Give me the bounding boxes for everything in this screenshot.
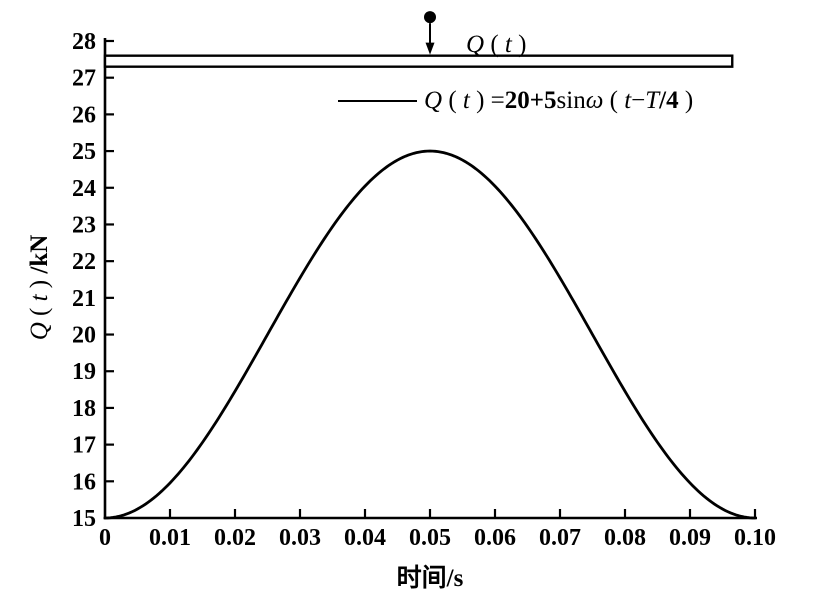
ylabel-unit: /kN xyxy=(26,234,53,274)
y-tick-label: 15 xyxy=(72,506,96,532)
load-label-t: t xyxy=(504,31,512,58)
legend-lparen2: ( xyxy=(603,87,625,114)
x-tick-label: 0.09 xyxy=(669,525,711,551)
x-tick-label: 0.06 xyxy=(474,525,516,551)
x-tick-label: 0.10 xyxy=(734,525,776,551)
legend-frac: /4 xyxy=(659,87,679,114)
load-curve xyxy=(103,149,757,520)
x-tick-label: 0.04 xyxy=(344,525,386,551)
load-point-dot xyxy=(424,11,436,24)
load-label-lparen: ( xyxy=(484,31,505,58)
y-tick-label: 20 xyxy=(72,323,96,349)
y-tick-label: 27 xyxy=(72,66,96,92)
legend-t1: t xyxy=(462,87,470,114)
ylabel-q: Q xyxy=(26,322,53,341)
y-axis-label: Q ( t ) /kN xyxy=(0,235,82,366)
load-label-rparen: ) xyxy=(511,31,527,58)
x-tick-label: 0.07 xyxy=(539,525,581,551)
y-tick-label: 18 xyxy=(72,396,96,422)
y-tick-label: 23 xyxy=(72,212,96,238)
legend-rparen2: ) xyxy=(678,87,694,114)
y-tick-label: 21 xyxy=(72,286,96,312)
y-tick-label: 19 xyxy=(72,359,96,385)
x-tick-label: 0.03 xyxy=(279,525,321,551)
x-tick-label: 0.08 xyxy=(604,525,646,551)
y-tick-label: 16 xyxy=(72,469,96,495)
y-tick-label: 25 xyxy=(72,139,96,165)
y-tick-label: 28 xyxy=(72,29,96,55)
beam-rect xyxy=(103,54,734,68)
ylabel-t: t xyxy=(26,294,53,302)
x-tick-label: 0.01 xyxy=(149,525,191,551)
load-arrow-head xyxy=(425,42,435,55)
legend-label: Q ( t ) =20+5sinω ( t−T/4 ) xyxy=(424,86,693,116)
ylabel-lparen: ( xyxy=(26,301,53,323)
legend-coef: 20+5 xyxy=(504,87,557,114)
y-tick-label: 22 xyxy=(72,249,96,275)
legend-t2: t xyxy=(624,87,632,114)
y-tick-label: 24 xyxy=(72,176,96,202)
x-tick-label: 0.05 xyxy=(409,525,451,551)
legend-minus: − xyxy=(631,87,646,114)
x-tick-label: 0 xyxy=(99,525,111,551)
y-tick-label: 26 xyxy=(72,102,96,128)
legend-rparen1-eq: ) = xyxy=(469,87,505,114)
legend: Q ( t ) =20+5sinω ( t−T/4 ) xyxy=(338,86,693,116)
legend-sin: sin xyxy=(556,87,586,114)
y-tick-label: 17 xyxy=(72,433,96,459)
legend-lparen1: ( xyxy=(442,87,463,114)
ylabel-rparen: ) xyxy=(26,273,53,295)
x-tick-label: 0.02 xyxy=(214,525,256,551)
legend-line-sample xyxy=(338,100,417,102)
load-label-q: Q xyxy=(466,31,485,58)
legend-omega: ω xyxy=(585,87,604,114)
legend-T: T xyxy=(645,87,660,114)
x-axis-label: 时间/s xyxy=(396,565,464,592)
legend-q: Q xyxy=(424,87,443,114)
load-label: Q ( t ) xyxy=(441,3,526,87)
